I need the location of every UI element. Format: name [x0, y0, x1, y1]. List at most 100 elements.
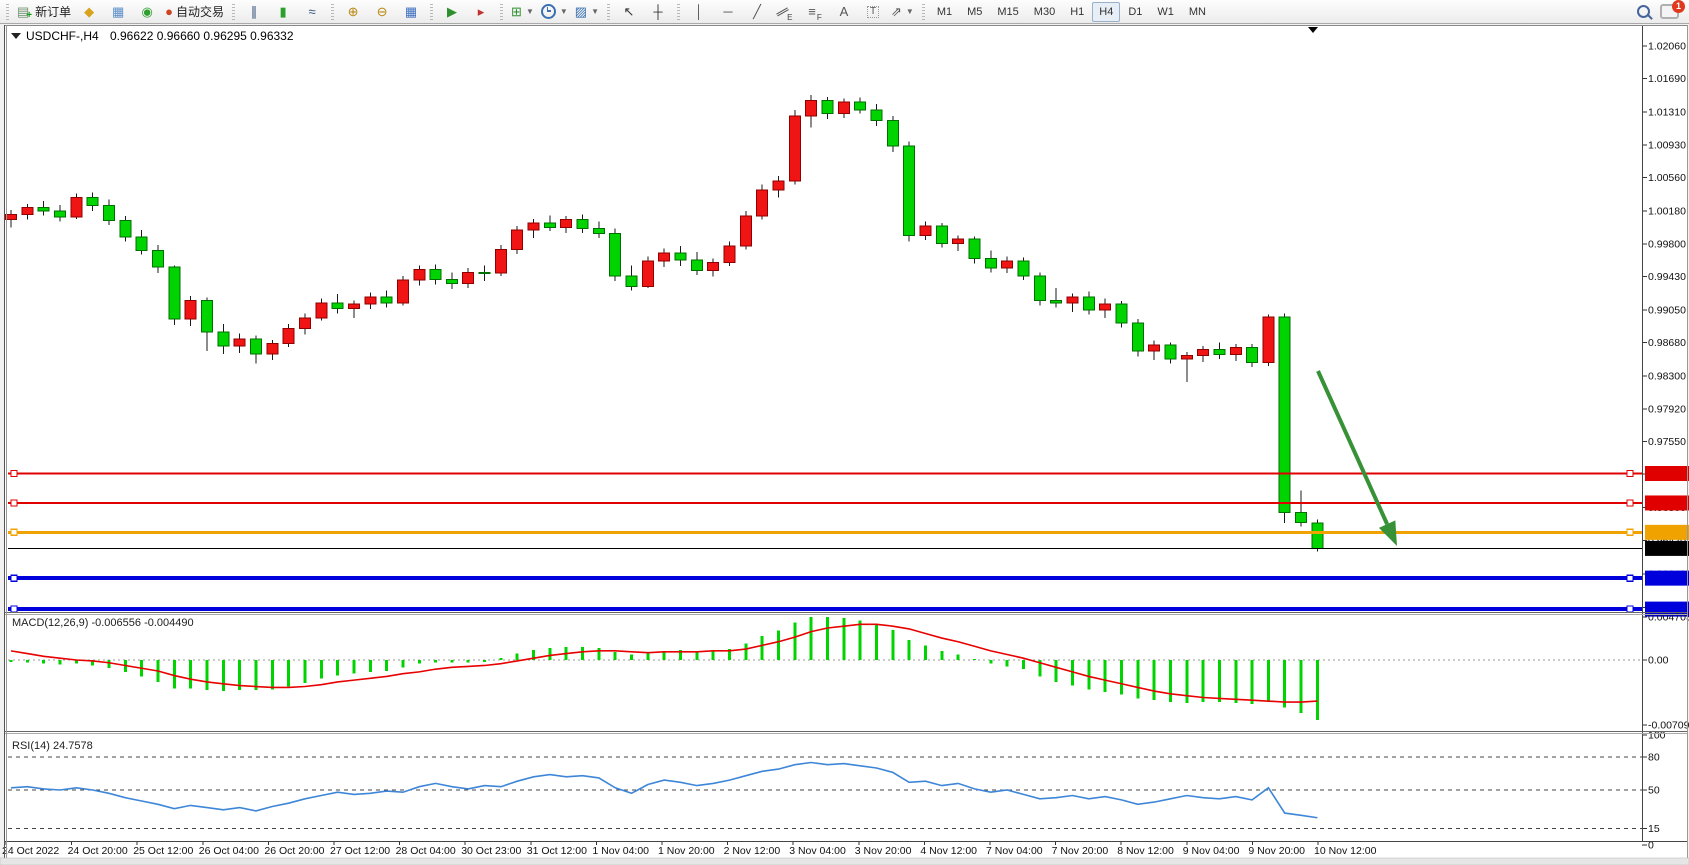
chat-icon[interactable]: 1 — [1660, 0, 1685, 19]
indicators-button[interactable]: ⊞ ▼ — [508, 1, 537, 23]
candle — [1213, 342, 1226, 360]
chart-shift-button[interactable]: ▸ — [467, 1, 495, 23]
time-tick-label: 24 Oct 2022 — [2, 845, 59, 857]
bar-chart-button[interactable]: ∥ — [240, 1, 268, 23]
chart-window-icon: ▦ — [112, 4, 125, 19]
signal-button[interactable]: ◉ — [133, 1, 161, 23]
line-handle[interactable] — [1626, 499, 1634, 507]
text-label-button[interactable]: T — [859, 1, 887, 23]
line-handle[interactable] — [1626, 605, 1634, 613]
support-line-gold[interactable] — [8, 528, 1642, 537]
channel-button[interactable]: ∥ E — [772, 1, 800, 23]
search-icon[interactable] — [1637, 5, 1650, 18]
template-icon: ▨ — [574, 4, 588, 19]
candle — [37, 201, 50, 216]
vline-button[interactable]: │ — [685, 1, 713, 23]
time-tick-label: 28 Oct 04:00 — [396, 845, 456, 857]
line-handle[interactable] — [1626, 528, 1634, 537]
timeframe-button-m15[interactable]: M15 — [997, 5, 1019, 18]
new-order-button[interactable]: ▤ + 新订单 — [14, 1, 74, 23]
candle — [1295, 490, 1308, 527]
text-label-icon: T — [866, 5, 880, 18]
charts-window-button[interactable]: ▦ — [104, 1, 132, 23]
line-handle[interactable] — [10, 574, 18, 582]
candle — [1278, 313, 1291, 524]
line-chart-button[interactable]: ≈ — [298, 1, 326, 23]
crosshair-button[interactable]: ┼ — [644, 1, 672, 23]
time-tick-label: 1 Nov 20:00 — [658, 845, 715, 857]
line-handle[interactable] — [1626, 574, 1634, 582]
timeframe-button-m1[interactable]: M1 — [936, 5, 953, 18]
timeframe-button-m5[interactable]: M5 — [967, 5, 983, 18]
time-axis[interactable]: 24 Oct 2022 24 Oct 20:00 25 Oct 12:00 26 Oc… — [2, 841, 1377, 857]
macd-label: MACD(12,26,9) -0.006556 -0.004490 — [12, 617, 194, 629]
resistance-line-2[interactable] — [8, 499, 1642, 507]
horn-button[interactable]: ◆ — [75, 1, 103, 23]
chart-shift-icon: ▸ — [477, 4, 485, 19]
timeframe-button-d1[interactable]: D1 — [1128, 5, 1143, 18]
trendline-button[interactable]: ╱ — [743, 1, 771, 23]
chart-shift-marker[interactable] — [1308, 27, 1318, 33]
zoom-out-button[interactable]: ⊖ — [368, 1, 396, 23]
trend-arrow[interactable] — [1316, 370, 1397, 546]
time-tick-label: 3 Nov 04:00 — [789, 845, 846, 857]
collapse-triangle-icon[interactable] — [11, 33, 21, 39]
template-button[interactable]: ▨ ▼ — [572, 1, 602, 23]
price-tick-label: 0.98300 — [1648, 370, 1686, 382]
period-button[interactable]: ▼ — [538, 1, 571, 23]
zoom-in-icon: ⊕ — [347, 4, 359, 19]
vertical-line-icon: │ — [694, 4, 704, 19]
candle — [756, 184, 769, 220]
candle — [445, 272, 458, 289]
line-chart-icon: ≈ — [308, 4, 316, 19]
auto-trading-button[interactable]: ● 自动交易 — [162, 1, 227, 23]
price-tick-label: 1.00180 — [1648, 205, 1686, 217]
candle — [527, 218, 540, 239]
zoom-in-button[interactable]: ⊕ — [339, 1, 367, 23]
line-handle[interactable] — [10, 528, 18, 537]
hline-button[interactable]: ─ — [714, 1, 742, 23]
line-objects[interactable] — [8, 469, 1642, 613]
price-tick-label: 0.97920 — [1648, 404, 1686, 416]
arrow-objects-icon: ⇗ — [891, 4, 902, 19]
candle — [151, 245, 164, 274]
candle — [1197, 345, 1210, 362]
chart-canvas[interactable]: 1.02060 1.01690 1.01310 1.00930 1.00560 1.001… — [0, 24, 1689, 865]
candle — [5, 210, 17, 228]
time-tick-label: 8 Nov 12:00 — [1117, 845, 1174, 857]
rsi-line — [10, 761, 1318, 819]
rsi-axis-label: 0 — [1648, 840, 1654, 852]
timeframe-button-w1[interactable]: W1 — [1157, 5, 1174, 18]
line-handle[interactable] — [1626, 469, 1634, 478]
support-line-blue-1[interactable] — [8, 574, 1642, 582]
candle — [478, 265, 491, 282]
text-button[interactable]: A — [830, 1, 858, 23]
arrows-button[interactable]: ⇗ ▼ — [888, 1, 917, 23]
line-handle[interactable] — [10, 605, 18, 613]
candle — [707, 258, 720, 277]
line-handle[interactable] — [10, 469, 18, 478]
candle — [396, 275, 409, 306]
timeframe-button-m30[interactable]: M30 — [1033, 5, 1056, 18]
tile-windows-button[interactable]: ▦ — [397, 1, 425, 23]
line-handle[interactable] — [10, 499, 18, 507]
macd-axis-label: 0.004703 — [1648, 612, 1689, 624]
timeframe-button-h4[interactable]: H4 — [1092, 1, 1121, 22]
candle — [1066, 293, 1079, 312]
notification-badge: 1 — [1672, 0, 1685, 13]
resistance-line-1[interactable] — [8, 469, 1642, 478]
signal-icon: ◉ — [141, 4, 153, 19]
candle — [886, 116, 899, 153]
candle — [1164, 342, 1177, 364]
cursor-button[interactable]: ↖ — [615, 1, 643, 23]
timeframe-button-mn[interactable]: MN — [1188, 5, 1206, 18]
timeframe-button-h1[interactable]: H1 — [1070, 5, 1085, 18]
candlestick-button[interactable]: ▮ — [269, 1, 297, 23]
bar-chart-icon: ∥ — [250, 4, 258, 19]
fibonacci-button[interactable]: ≡ F — [801, 1, 829, 23]
candle — [494, 245, 507, 276]
candle — [1180, 352, 1193, 382]
candle — [870, 103, 883, 126]
auto-scroll-button[interactable]: ▶ — [438, 1, 466, 23]
